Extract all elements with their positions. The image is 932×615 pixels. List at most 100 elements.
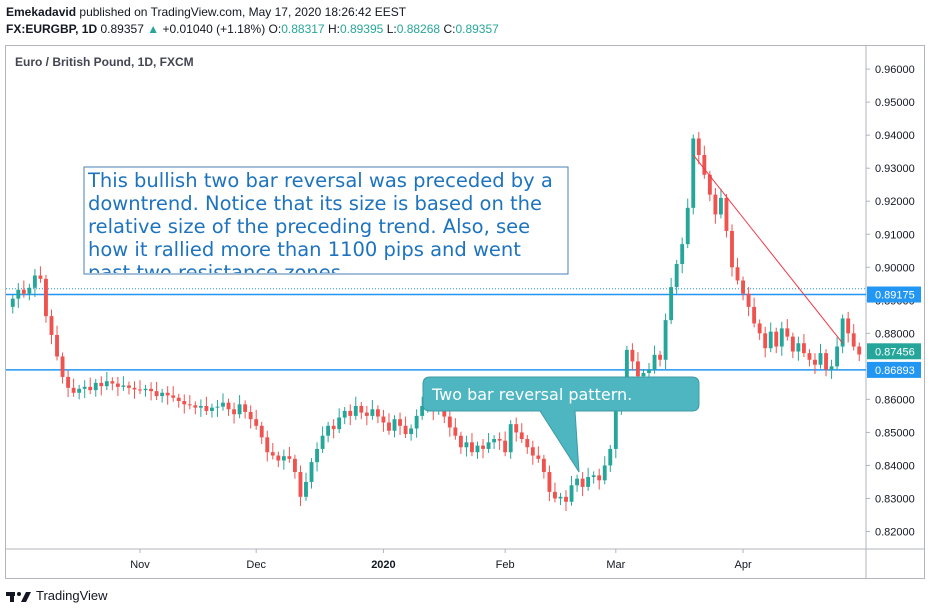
candle-up xyxy=(27,287,32,294)
callout-text: Two bar reversal pattern. xyxy=(431,385,632,404)
candle-up xyxy=(575,478,580,486)
open-value: 0.88317 xyxy=(281,22,325,36)
candle-down xyxy=(381,416,386,423)
publish-info: Emekadavid published on TradingView.com,… xyxy=(6,5,406,19)
candles xyxy=(10,131,862,512)
candle-down xyxy=(757,323,762,334)
candle-down xyxy=(658,354,663,360)
candle-down xyxy=(730,230,734,268)
y-tick-label: 0.82000 xyxy=(875,526,915,538)
brand-logo[interactable]: TradingView xyxy=(6,588,108,603)
horizontal-levels xyxy=(6,288,866,371)
last-price: 0.89357 xyxy=(100,22,144,36)
candle-down xyxy=(481,445,485,449)
candle-up xyxy=(215,406,220,408)
y-tick-label: 0.83000 xyxy=(875,493,915,505)
candle-down xyxy=(49,316,54,335)
candle-up xyxy=(326,425,331,436)
candle-down xyxy=(359,405,364,413)
annotation-text: This bullish two bar reversal was preced… xyxy=(88,169,553,273)
candle-down xyxy=(453,427,458,436)
candle-up xyxy=(420,405,425,416)
high-value: 0.89395 xyxy=(339,22,384,36)
brand-name: TradingView xyxy=(36,588,108,603)
candle-down xyxy=(38,275,43,279)
candle-down xyxy=(292,458,297,473)
y-tick-label: 0.93000 xyxy=(875,163,915,175)
candle-down xyxy=(741,280,745,294)
y-tick-label: 0.90000 xyxy=(875,262,915,274)
candle-up xyxy=(304,481,308,497)
candle-down xyxy=(696,138,701,155)
candle-down xyxy=(204,405,209,411)
candle-down xyxy=(259,425,264,438)
candle-up xyxy=(353,405,358,416)
candle-down xyxy=(846,318,851,334)
x-tick-label: Nov xyxy=(130,559,150,571)
symbol-name[interactable]: FX:EURGBP, 1D xyxy=(6,22,98,36)
candle-up xyxy=(16,289,21,299)
candle-down xyxy=(763,333,768,349)
candle-down xyxy=(115,383,120,387)
candle-down xyxy=(375,409,380,417)
candle-down xyxy=(387,422,391,431)
candle-up xyxy=(221,402,225,407)
candle-down xyxy=(127,385,131,388)
candle-down xyxy=(724,197,729,231)
publish-text: published on TradingView.com, May 17, 20… xyxy=(79,5,407,19)
candle-up xyxy=(818,353,823,365)
candle-up xyxy=(718,197,723,215)
candle-down xyxy=(857,346,862,355)
symbol-info: FX:EURGBP, 1D 0.89357 ▲ +0.01040 (+1.18%… xyxy=(6,22,499,36)
y-tick-label: 0.92000 xyxy=(875,196,915,208)
candle-up xyxy=(209,407,214,411)
candle-down xyxy=(298,472,303,497)
candle-down xyxy=(470,442,474,453)
candle-up xyxy=(602,465,607,481)
candle-up xyxy=(624,349,629,387)
price-change: +0.01040 (+1.18%) xyxy=(162,22,266,36)
time-axis[interactable]: Nov Dec 2020 Feb Mar Apr xyxy=(130,549,752,571)
candle-down xyxy=(514,424,519,433)
candle-up xyxy=(342,410,347,418)
candle-up xyxy=(685,207,690,245)
candle-up xyxy=(464,442,469,448)
candle-down xyxy=(60,356,65,377)
candle-up xyxy=(486,442,491,449)
candle-up xyxy=(409,428,414,435)
candle-down xyxy=(752,306,757,324)
candle-down xyxy=(801,343,806,354)
candle-down xyxy=(71,387,76,393)
candle-down xyxy=(21,289,26,294)
candle-down xyxy=(88,386,93,391)
high-label: H: xyxy=(327,22,340,36)
callout-bubble[interactable] xyxy=(422,376,700,473)
candle-down xyxy=(364,412,369,416)
candle-up xyxy=(82,386,87,389)
candle-down xyxy=(110,381,115,384)
candle-down xyxy=(536,455,541,459)
y-tick-label: 0.85000 xyxy=(875,427,915,439)
chart-frame xyxy=(5,45,925,579)
candle-down xyxy=(265,437,270,453)
candle-down xyxy=(138,389,142,391)
candle-down xyxy=(458,435,463,448)
candle-up xyxy=(691,138,696,208)
author-name[interactable]: Emekadavid xyxy=(6,5,77,19)
price-tag-label: 0.89175 xyxy=(875,290,915,302)
candle-down xyxy=(635,361,640,377)
candle-up xyxy=(32,275,37,288)
y-tick-label: 0.94000 xyxy=(875,130,915,142)
candle-down xyxy=(824,353,828,370)
candle-down xyxy=(530,447,535,456)
price-tag xyxy=(867,286,921,303)
x-tick-label: Apr xyxy=(734,559,751,571)
candle-down xyxy=(149,388,154,392)
candle-down xyxy=(813,359,817,365)
candle-up xyxy=(315,448,319,463)
candle-down xyxy=(807,353,812,360)
candle-up xyxy=(475,445,480,453)
annotation-box[interactable] xyxy=(83,166,569,275)
candle-up xyxy=(558,496,563,499)
